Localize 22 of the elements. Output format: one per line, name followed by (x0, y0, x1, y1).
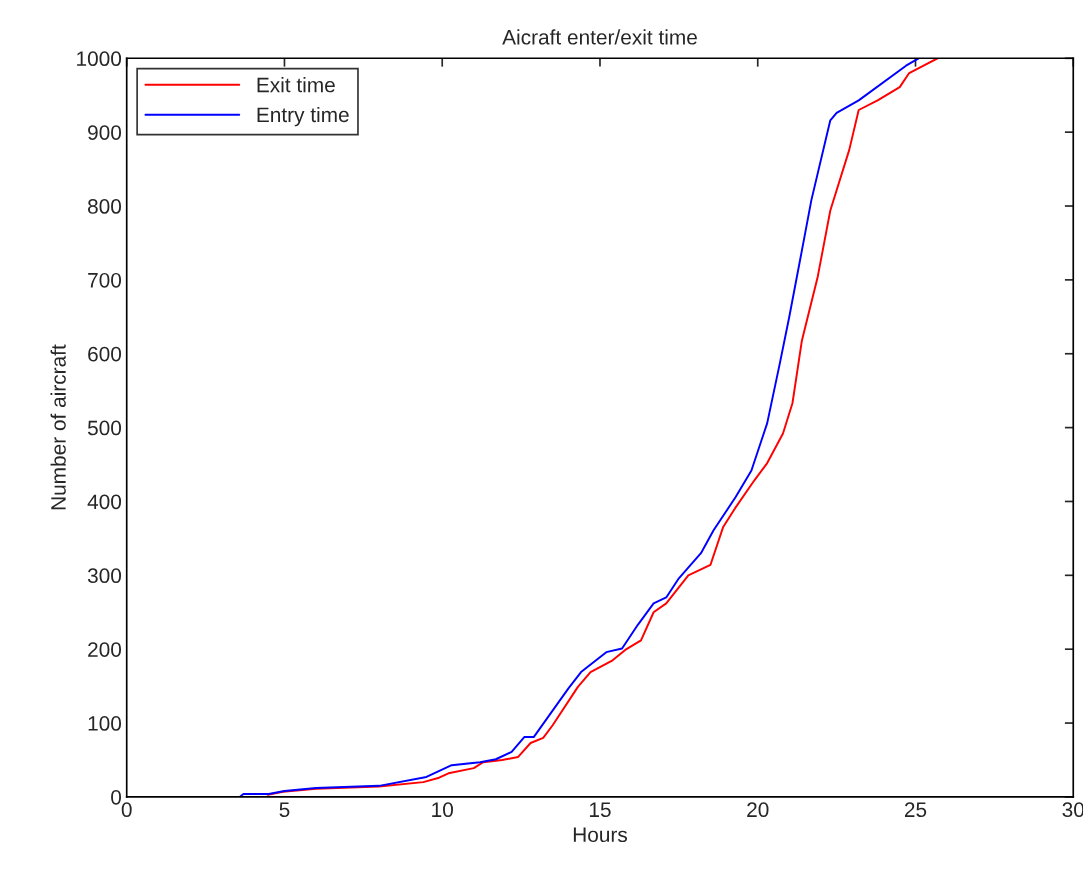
x-axis-title: Hours (573, 827, 628, 843)
y-tick-label: 600 (88, 346, 122, 362)
chart-title: Aicraft enter/exit time (502, 29, 697, 45)
y-tick-label: 900 (88, 125, 122, 140)
x-tick-label: 10 (432, 802, 453, 818)
x-tick-label: 5 (279, 802, 290, 818)
y-tick-label: 400 (87, 494, 122, 510)
x-tick-label: 15 (589, 802, 611, 818)
y-tick-label: 300 (87, 568, 122, 584)
x-tick-label: 25 (904, 802, 927, 818)
y-tick-label: 0 (111, 789, 122, 805)
x-tick-label: 20 (747, 802, 769, 818)
legend-label: Exit time (257, 77, 335, 93)
y-tick-label: 700 (88, 272, 122, 288)
y-tick-label: 100 (88, 716, 122, 731)
y-axis-title: Number of aircraft (50, 344, 66, 510)
y-tick-label: 1000 (77, 51, 122, 67)
y-tick-label: 200 (88, 642, 122, 657)
y-tick-label: 800 (88, 199, 122, 214)
x-tick-label: 0 (121, 802, 132, 818)
y-tick-label: 500 (87, 420, 122, 436)
legend-label: Entry time (257, 106, 349, 127)
